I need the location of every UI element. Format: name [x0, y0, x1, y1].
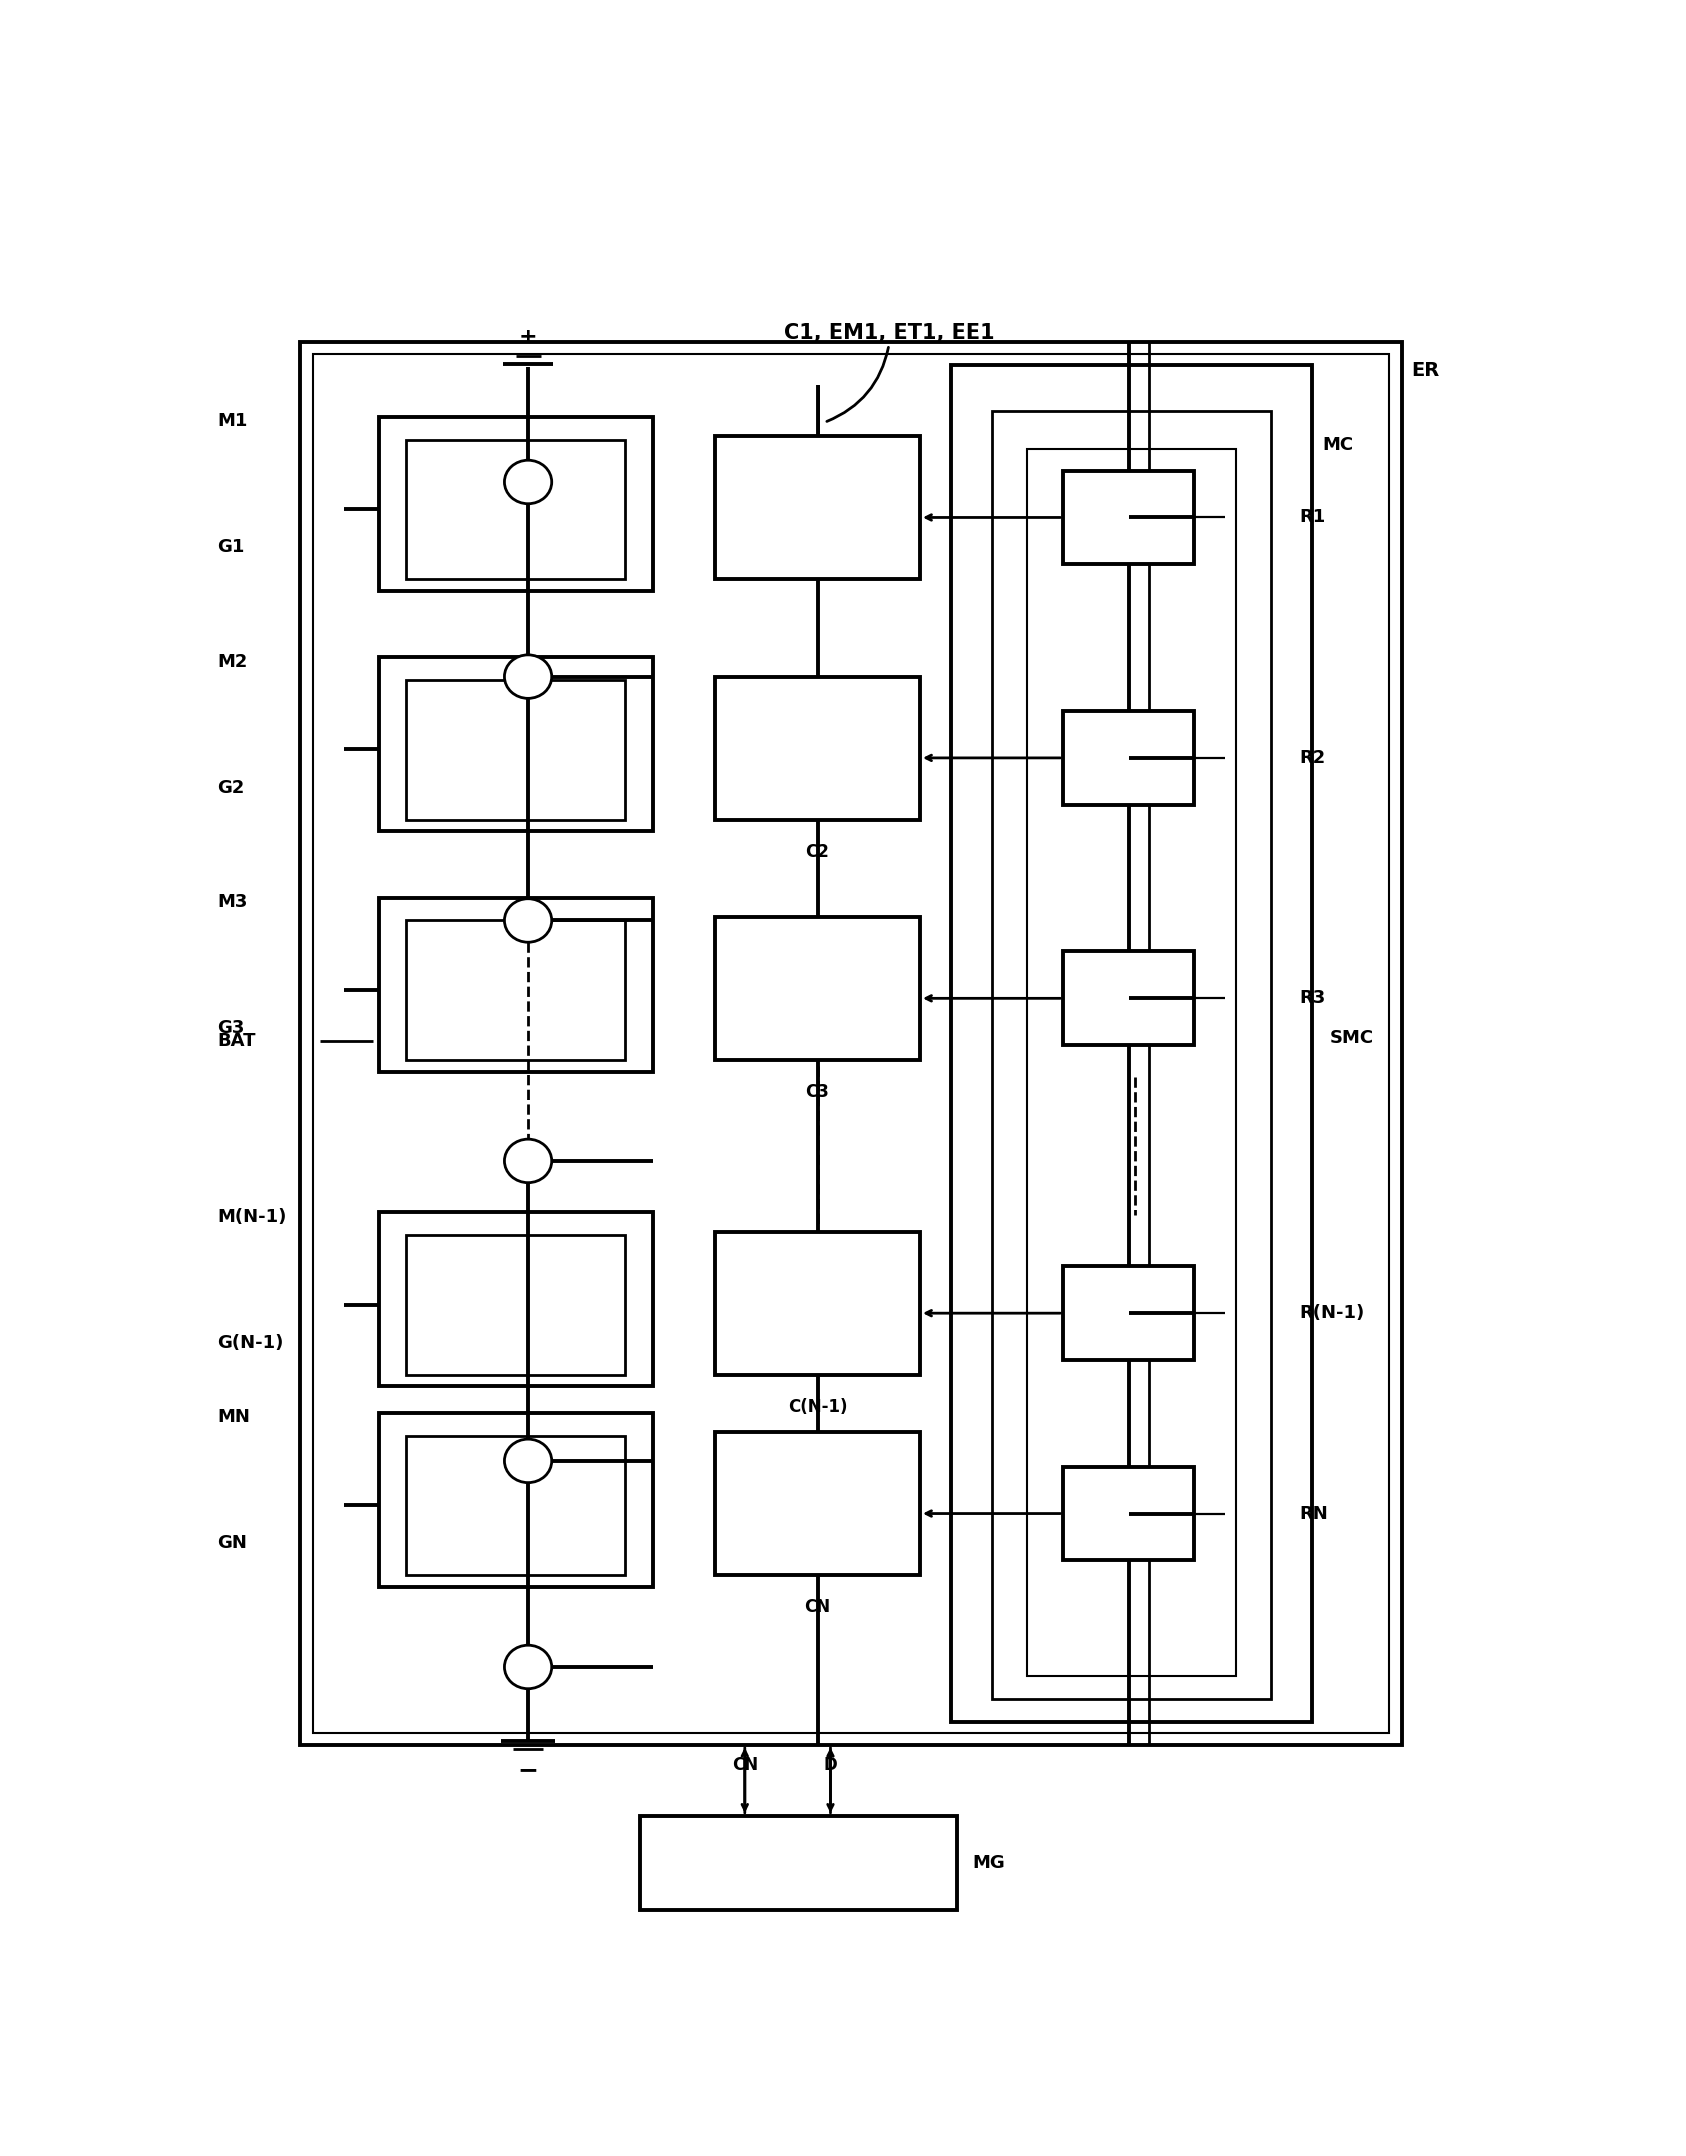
Bar — [406, 440, 626, 580]
Text: CN: CN — [804, 1598, 831, 1617]
Text: R1: R1 — [1300, 509, 1325, 526]
Bar — [715, 1432, 921, 1576]
Bar — [379, 897, 652, 1072]
Bar — [314, 354, 1389, 1733]
Text: M1: M1 — [217, 412, 248, 431]
Circle shape — [504, 655, 551, 699]
Bar — [406, 679, 626, 819]
Circle shape — [504, 1138, 551, 1184]
Circle shape — [504, 899, 551, 942]
Bar — [715, 1231, 921, 1376]
Bar — [1064, 951, 1194, 1046]
Bar — [379, 1212, 652, 1386]
Bar — [406, 1436, 626, 1576]
Text: MG: MG — [973, 1854, 1005, 1871]
Text: G3: G3 — [217, 1020, 244, 1037]
Circle shape — [504, 459, 551, 505]
Text: R(N-1): R(N-1) — [1300, 1304, 1366, 1322]
Text: C3: C3 — [806, 1082, 830, 1102]
Text: GN: GN — [217, 1535, 246, 1552]
Text: +: + — [519, 326, 538, 347]
Text: BAT: BAT — [217, 1033, 256, 1050]
Bar — [641, 1815, 958, 1910]
Text: C2: C2 — [806, 843, 830, 860]
Bar — [715, 916, 921, 1061]
Bar — [379, 658, 652, 832]
Text: SMC: SMC — [1330, 1028, 1374, 1048]
Text: M(N-1): M(N-1) — [217, 1207, 287, 1227]
Bar — [1064, 470, 1194, 565]
Text: MC: MC — [1322, 436, 1354, 455]
Text: C1, EM1, ET1, EE1: C1, EM1, ET1, EE1 — [784, 323, 995, 343]
Bar — [1027, 448, 1236, 1675]
Text: G1: G1 — [217, 539, 244, 556]
Text: M3: M3 — [217, 893, 248, 912]
Text: RN: RN — [1300, 1505, 1329, 1522]
Text: ER: ER — [1411, 362, 1440, 379]
Text: −: − — [518, 1757, 538, 1783]
Bar — [406, 1235, 626, 1376]
Text: G(N-1): G(N-1) — [217, 1335, 283, 1352]
Bar — [300, 343, 1401, 1744]
Text: CN: CN — [732, 1757, 759, 1774]
Text: G2: G2 — [217, 778, 244, 798]
Bar — [406, 921, 626, 1061]
Bar — [1064, 1266, 1194, 1360]
Circle shape — [504, 1438, 551, 1483]
Bar — [993, 412, 1271, 1699]
Text: R3: R3 — [1300, 990, 1325, 1007]
Bar — [1064, 1466, 1194, 1561]
Text: R2: R2 — [1300, 748, 1325, 768]
Bar — [951, 364, 1312, 1723]
Text: D: D — [823, 1757, 838, 1774]
Text: MN: MN — [217, 1408, 250, 1427]
Bar — [715, 436, 921, 580]
Text: C(N-1): C(N-1) — [787, 1397, 846, 1416]
Bar — [715, 677, 921, 819]
Bar — [379, 416, 652, 591]
Circle shape — [504, 1645, 551, 1688]
Bar — [1064, 711, 1194, 804]
Bar — [379, 1412, 652, 1587]
FancyArrowPatch shape — [826, 347, 889, 420]
Text: M2: M2 — [217, 653, 248, 671]
